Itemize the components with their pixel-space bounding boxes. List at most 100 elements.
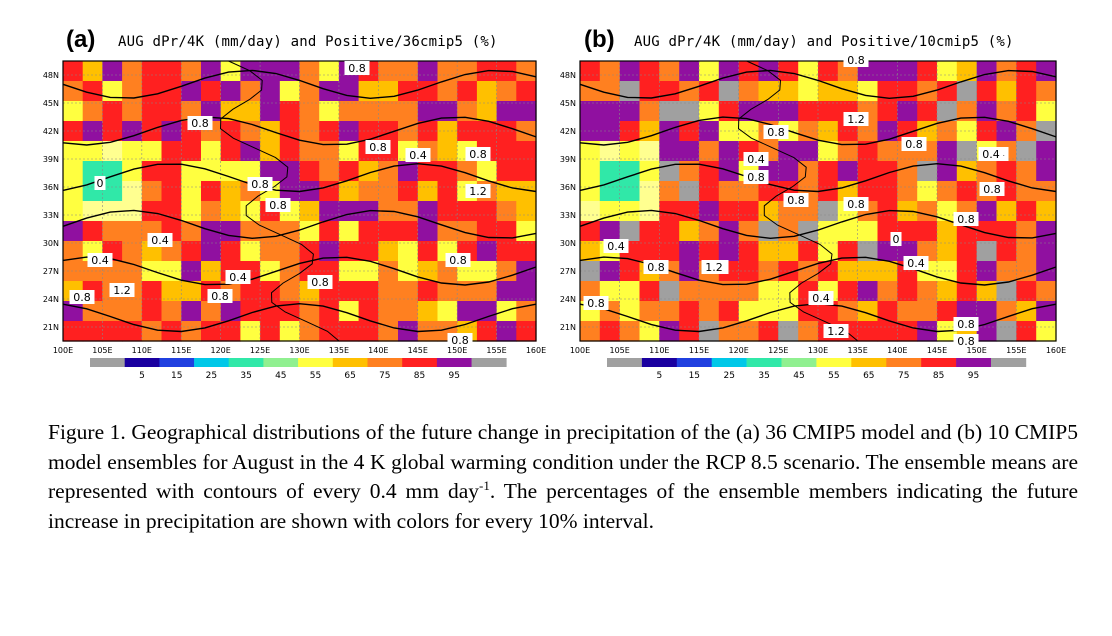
field-cell [996,241,1017,262]
field-cell [476,321,498,342]
field-cell [161,161,182,182]
contour-label-text: 0.8 [348,62,366,75]
colorbar-segment [436,358,472,367]
contour-label-bg [903,256,929,270]
contour-label: 0.8 [953,212,979,226]
field-cell [358,101,379,122]
contour-label: 0.8 [187,116,213,130]
lat-tick-label: 48N [43,71,59,80]
field-cell [279,141,301,162]
field-cell [476,81,498,102]
contour-label-bg [225,270,251,284]
field-cell [141,281,163,302]
contour-label-text: 0.8 [747,171,765,184]
field-cell [877,181,898,202]
field-cell [358,81,379,102]
field-cell [358,281,379,302]
field-cell [63,261,84,282]
contour-label-bg [365,140,391,154]
lat-tick-label: 39N [43,155,59,164]
field-cell [279,281,301,302]
field-cell [1016,161,1037,182]
contour-label-text: 0.8 [847,54,865,67]
contour-label-bg [87,253,113,267]
field-cell [580,261,601,282]
field-cell [897,301,918,322]
contour-line [62,256,537,286]
colorbar-tick-label: 55 [828,371,839,381]
field-cell [398,61,419,82]
field-cell [837,121,859,142]
field-cell [758,241,779,262]
field-cell [659,221,680,242]
field-cell [699,141,720,162]
field-cell [102,101,123,122]
field-cell [516,301,537,322]
field-cell [837,221,859,242]
field-cell [240,221,261,242]
field-cell [639,221,660,242]
field-cell [240,141,261,162]
field-cell [141,61,163,82]
field-cell [437,141,458,162]
field-cell [619,141,641,162]
colorbar-segment [607,358,643,367]
field-cell [240,161,261,182]
field-cell [181,161,202,182]
colorbar-tick-label: 35 [240,371,251,381]
colorbar-tick-label: 35 [758,371,769,381]
field-cell [837,81,859,102]
field-cell [758,101,779,122]
field-cell [299,161,320,182]
contour-label-text: 0.8 [73,291,91,304]
contour-label-text: 0.4 [747,153,765,166]
lon-tick-label: 105E [92,346,112,355]
coastline [219,60,340,342]
lat-tick-label: 30N [560,239,576,248]
caption-text-end: . The percentages of the ensemble member… [48,479,1078,533]
field-cell [457,281,478,302]
field-cell [619,61,641,82]
field-cell [63,61,84,82]
contour-label: 0.8 [743,170,769,184]
colorbar-tick-label: 85 [414,371,425,381]
field-cell [319,221,340,242]
contour-label: 0.4 [603,239,629,253]
field-cell [699,101,720,122]
field-cell [580,181,601,202]
field-cell [102,141,123,162]
field-cell [417,241,439,262]
field-cell [181,81,202,102]
field-cell [877,141,898,162]
field-cell [240,201,261,222]
colorbar-segment [298,358,334,367]
field-cell [516,181,537,202]
field-cell [398,101,419,122]
contour-line [62,209,537,240]
field-cell [857,181,879,202]
field-cell [338,81,360,102]
field-cell [496,241,517,262]
contour-label-bg [979,182,1005,196]
field-cell [580,81,601,102]
field-cell [580,141,601,162]
field-cell [679,81,700,102]
field-cell [260,221,281,242]
field-cell [338,141,360,162]
field-cell [897,281,918,302]
field-cell [358,241,379,262]
field-cell [260,141,281,162]
field-cell [161,141,182,162]
precip-field [580,61,1057,342]
field-cell [897,321,918,342]
contour-label-bg [447,333,473,347]
field-cell [63,301,84,322]
field-cell [201,141,222,162]
field-cell [141,81,163,102]
field-cell [279,81,301,102]
field-cell [659,181,680,202]
field-cell [738,221,760,242]
field-cell [699,201,720,222]
field-cell [161,81,182,102]
contour-line [62,116,537,146]
